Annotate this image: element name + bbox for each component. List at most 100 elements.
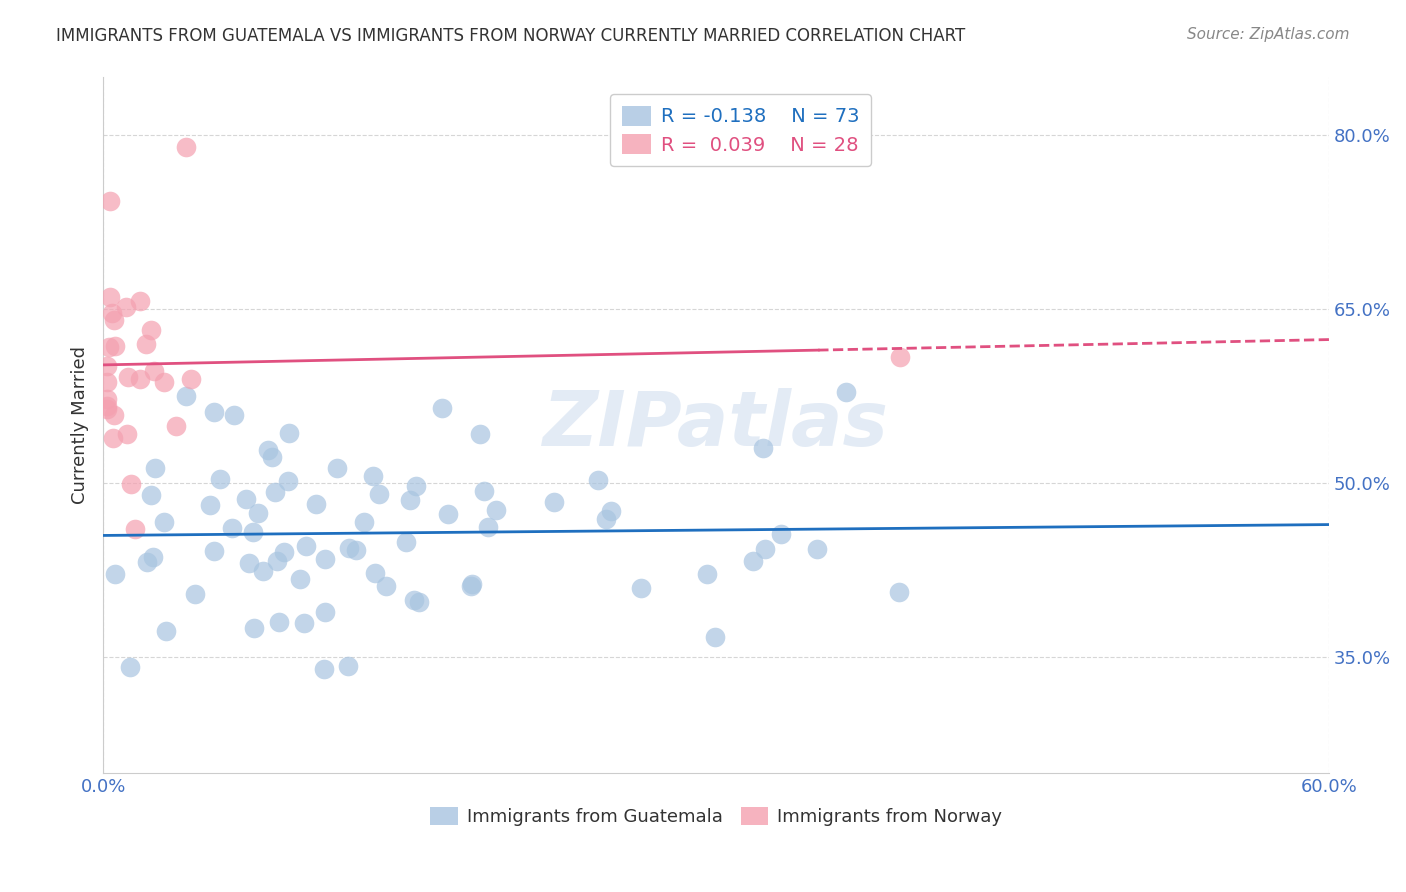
- Point: [165, 419, 187, 434]
- Point: [222, 408, 245, 422]
- Point: [277, 474, 299, 488]
- Point: [246, 506, 269, 520]
- Point: [103, 313, 125, 327]
- Point: [408, 594, 430, 608]
- Point: [367, 487, 389, 501]
- Point: [117, 370, 139, 384]
- Point: [101, 431, 124, 445]
- Point: [295, 539, 318, 553]
- Point: [770, 527, 793, 541]
- Point: [96, 359, 118, 374]
- Point: [96, 392, 118, 406]
- Point: [326, 460, 349, 475]
- Point: [124, 522, 146, 536]
- Point: [754, 542, 776, 557]
- Point: [263, 485, 285, 500]
- Point: [344, 542, 367, 557]
- Point: [152, 515, 174, 529]
- Point: [180, 372, 202, 386]
- Point: [202, 544, 225, 558]
- Point: [139, 323, 162, 337]
- Point: [256, 443, 278, 458]
- Point: [704, 630, 727, 644]
- Text: IMMIGRANTS FROM GUATEMALA VS IMMIGRANTS FROM NORWAY CURRENTLY MARRIED CORRELATIO: IMMIGRANTS FROM GUATEMALA VS IMMIGRANTS …: [56, 27, 966, 45]
- Point: [472, 483, 495, 498]
- Point: [135, 337, 157, 351]
- Text: ZIPatlas: ZIPatlas: [543, 388, 889, 462]
- Point: [600, 504, 623, 518]
- Legend: Immigrants from Guatemala, Immigrants from Norway: Immigrants from Guatemala, Immigrants fr…: [423, 799, 1010, 833]
- Point: [100, 289, 122, 303]
- Point: [375, 578, 398, 592]
- Point: [103, 408, 125, 422]
- Point: [153, 376, 176, 390]
- Point: [98, 340, 121, 354]
- Point: [142, 549, 165, 564]
- Point: [314, 606, 336, 620]
- Point: [314, 552, 336, 566]
- Point: [586, 473, 609, 487]
- Point: [461, 577, 484, 591]
- Point: [468, 426, 491, 441]
- Point: [835, 384, 858, 399]
- Point: [155, 624, 177, 638]
- Point: [806, 541, 828, 556]
- Point: [484, 503, 506, 517]
- Point: [399, 493, 422, 508]
- Point: [432, 401, 454, 415]
- Point: [120, 477, 142, 491]
- Point: [273, 545, 295, 559]
- Point: [543, 495, 565, 509]
- Point: [477, 520, 499, 534]
- Point: [198, 498, 221, 512]
- Point: [174, 389, 197, 403]
- Point: [288, 572, 311, 586]
- Text: Source: ZipAtlas.com: Source: ZipAtlas.com: [1187, 27, 1350, 42]
- Point: [364, 566, 387, 581]
- Point: [136, 555, 159, 569]
- Point: [101, 305, 124, 319]
- Point: [96, 401, 118, 416]
- Point: [115, 300, 138, 314]
- Point: [437, 507, 460, 521]
- Point: [208, 472, 231, 486]
- Point: [262, 450, 284, 465]
- Point: [405, 479, 427, 493]
- Point: [184, 587, 207, 601]
- Point: [630, 581, 652, 595]
- Point: [889, 585, 911, 599]
- Point: [305, 498, 328, 512]
- Point: [143, 461, 166, 475]
- Point: [460, 579, 482, 593]
- Point: [595, 512, 617, 526]
- Point: [243, 621, 266, 635]
- Point: [252, 564, 274, 578]
- Point: [142, 364, 165, 378]
- Point: [202, 405, 225, 419]
- Point: [98, 194, 121, 209]
- Point: [267, 615, 290, 630]
- Point: [96, 375, 118, 389]
- Point: [337, 659, 360, 673]
- Point: [361, 469, 384, 483]
- Point: [404, 593, 426, 607]
- Point: [104, 566, 127, 581]
- Point: [238, 556, 260, 570]
- Point: [395, 535, 418, 549]
- Point: [292, 615, 315, 630]
- Point: [337, 541, 360, 555]
- Point: [353, 516, 375, 530]
- Point: [266, 554, 288, 568]
- Point: [103, 339, 125, 353]
- Point: [742, 554, 765, 568]
- Point: [96, 399, 118, 413]
- Point: [752, 442, 775, 456]
- Point: [277, 426, 299, 441]
- Point: [696, 567, 718, 582]
- Point: [889, 350, 911, 364]
- Point: [120, 660, 142, 674]
- Point: [174, 140, 197, 154]
- Point: [235, 491, 257, 506]
- Point: [139, 488, 162, 502]
- Point: [129, 372, 152, 386]
